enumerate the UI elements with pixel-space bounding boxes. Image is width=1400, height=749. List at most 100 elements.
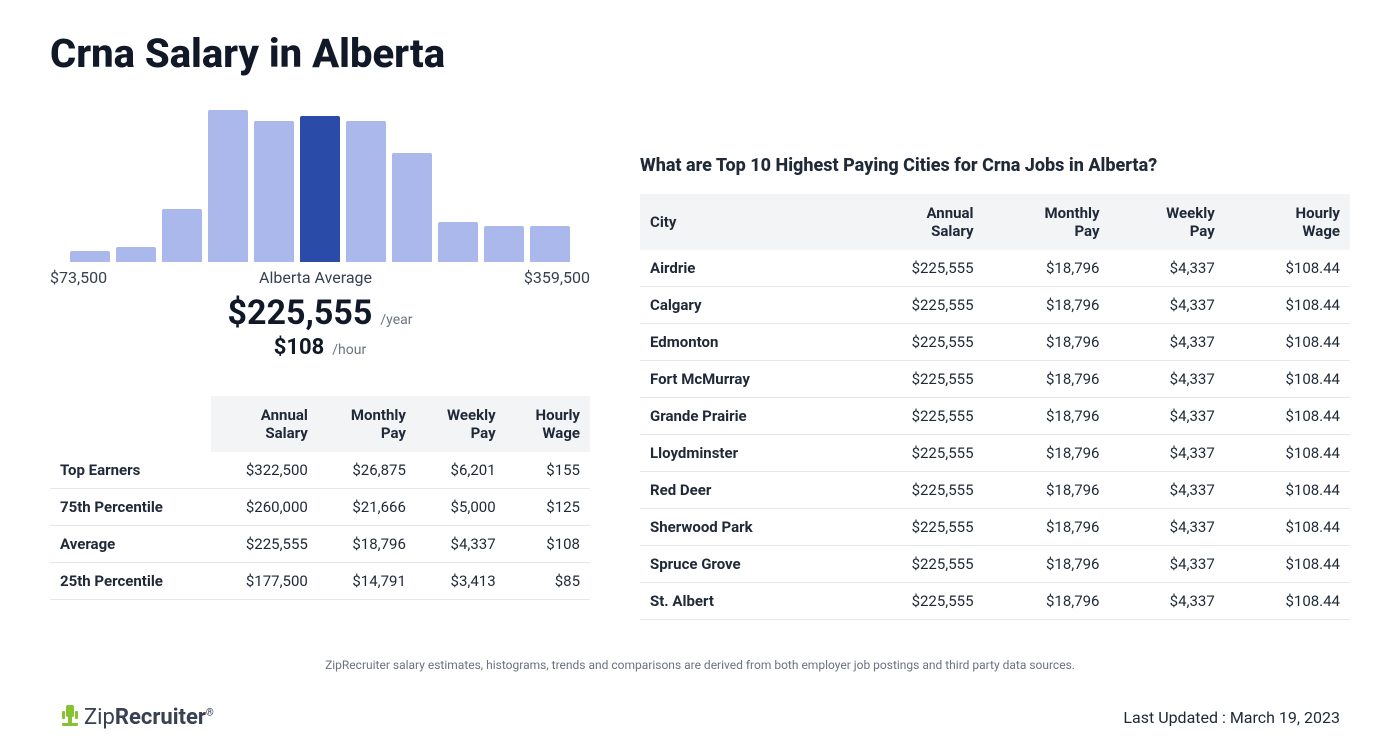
table-cell: $108.44 — [1225, 435, 1350, 472]
table-cell: $108.44 — [1225, 250, 1350, 287]
left-column: $73,500 Alberta Average $359,500 $225,55… — [50, 107, 590, 620]
table-cell: $108.44 — [1225, 509, 1350, 546]
table-cell: 75th Percentile — [50, 489, 211, 526]
table-cell: $4,337 — [1110, 435, 1225, 472]
table-cell: $18,796 — [984, 435, 1110, 472]
table-cell: $18,796 — [984, 287, 1110, 324]
last-updated: Last Updated : March 19, 2023 — [1123, 708, 1340, 727]
logo-text: ZipRecruiter® — [84, 705, 214, 730]
hourly-unit: /hour — [332, 342, 366, 358]
axis-min-label: $73,500 — [50, 268, 107, 287]
histogram-bar — [116, 247, 156, 262]
column-header — [50, 396, 211, 452]
column-header: MonthlyPay — [318, 396, 416, 452]
column-header: WeeklyPay — [1110, 194, 1225, 250]
salary-histogram — [50, 107, 590, 262]
table-cell: $18,796 — [984, 250, 1110, 287]
table-cell: $4,337 — [1110, 398, 1225, 435]
column-header: WeeklyPay — [416, 396, 506, 452]
table-cell: $4,337 — [1110, 324, 1225, 361]
table-cell: Lloydminster — [640, 435, 846, 472]
table-cell: $225,555 — [846, 324, 984, 361]
table-row: Calgary$225,555$18,796$4,337$108.44 — [640, 287, 1350, 324]
chair-icon — [60, 703, 80, 731]
table-cell: 25th Percentile — [50, 563, 211, 600]
table-cell: $4,337 — [1110, 472, 1225, 509]
table-cell: $18,796 — [984, 398, 1110, 435]
right-column: What are Top 10 Highest Paying Cities fo… — [640, 107, 1350, 620]
table-cell: $18,796 — [984, 361, 1110, 398]
table-cell: St. Albert — [640, 583, 846, 620]
table-cell: Airdrie — [640, 250, 846, 287]
table-row: St. Albert$225,555$18,796$4,337$108.44 — [640, 583, 1350, 620]
histogram-axis: $73,500 Alberta Average $359,500 — [50, 268, 590, 287]
table-cell: $3,413 — [416, 563, 506, 600]
table-cell: $155 — [506, 452, 590, 489]
table-cell: $108.44 — [1225, 287, 1350, 324]
table-cell: $108.44 — [1225, 583, 1350, 620]
table-row: Sherwood Park$225,555$18,796$4,337$108.4… — [640, 509, 1350, 546]
table-cell: $225,555 — [846, 472, 984, 509]
table-cell: $108.44 — [1225, 546, 1350, 583]
table-cell: $4,337 — [1110, 287, 1225, 324]
table-cell: $18,796 — [984, 324, 1110, 361]
table-row: 25th Percentile$177,500$14,791$3,413$85 — [50, 563, 590, 600]
column-header: HourlyWage — [506, 396, 590, 452]
table-cell: $225,555 — [846, 287, 984, 324]
cities-title: What are Top 10 Highest Paying Cities fo… — [640, 155, 1350, 176]
table-cell: $26,875 — [318, 452, 416, 489]
table-cell: $225,555 — [846, 546, 984, 583]
histogram-bar — [254, 121, 294, 262]
table-cell: $18,796 — [984, 546, 1110, 583]
disclaimer-text: ZipRecruiter salary estimates, histogram… — [50, 658, 1350, 672]
table-cell: $322,500 — [211, 452, 318, 489]
table-cell: $177,500 — [211, 563, 318, 600]
table-cell: $6,201 — [416, 452, 506, 489]
table-row: Lloydminster$225,555$18,796$4,337$108.44 — [640, 435, 1350, 472]
table-cell: $18,796 — [984, 472, 1110, 509]
histogram-bar — [208, 110, 248, 262]
table-cell: $260,000 — [211, 489, 318, 526]
axis-max-label: $359,500 — [524, 268, 590, 287]
table-cell: $225,555 — [846, 435, 984, 472]
table-row: Edmonton$225,555$18,796$4,337$108.44 — [640, 324, 1350, 361]
table-cell: Fort McMurray — [640, 361, 846, 398]
column-header: MonthlyPay — [984, 194, 1110, 250]
table-cell: $4,337 — [1110, 509, 1225, 546]
axis-center-label: Alberta Average — [107, 268, 524, 287]
ziprecruiter-logo: ZipRecruiter® — [60, 703, 214, 731]
histogram-bar — [484, 226, 524, 262]
table-cell: $225,555 — [846, 398, 984, 435]
table-cell: $125 — [506, 489, 590, 526]
table-row: 75th Percentile$260,000$21,666$5,000$125 — [50, 489, 590, 526]
column-header: City — [640, 194, 846, 250]
table-cell: Red Deer — [640, 472, 846, 509]
table-cell: $4,337 — [1110, 546, 1225, 583]
histogram-bar — [346, 121, 386, 262]
table-cell: $4,337 — [416, 526, 506, 563]
table-cell: $108.44 — [1225, 472, 1350, 509]
table-cell: Average — [50, 526, 211, 563]
table-cell: $108.44 — [1225, 361, 1350, 398]
table-cell: $18,796 — [318, 526, 416, 563]
stats-table: AnnualSalaryMonthlyPayWeeklyPayHourlyWag… — [50, 396, 590, 600]
column-header: HourlyWage — [1225, 194, 1350, 250]
table-cell: $5,000 — [416, 489, 506, 526]
histogram-bar — [70, 251, 110, 262]
table-cell: $21,666 — [318, 489, 416, 526]
table-cell: $4,337 — [1110, 250, 1225, 287]
histogram-bar — [300, 116, 340, 262]
page-title: Crna Salary in Alberta — [50, 30, 1350, 77]
table-cell: $225,555 — [211, 526, 318, 563]
table-cell: Edmonton — [640, 324, 846, 361]
table-row: Fort McMurray$225,555$18,796$4,337$108.4… — [640, 361, 1350, 398]
column-header: AnnualSalary — [846, 194, 984, 250]
table-row: Top Earners$322,500$26,875$6,201$155 — [50, 452, 590, 489]
table-cell: $225,555 — [846, 509, 984, 546]
table-cell: Sherwood Park — [640, 509, 846, 546]
table-cell: $85 — [506, 563, 590, 600]
table-cell: $18,796 — [984, 583, 1110, 620]
column-header: AnnualSalary — [211, 396, 318, 452]
footer: ZipRecruiter® Last Updated : March 19, 2… — [60, 703, 1340, 731]
histogram-bar — [530, 226, 570, 262]
